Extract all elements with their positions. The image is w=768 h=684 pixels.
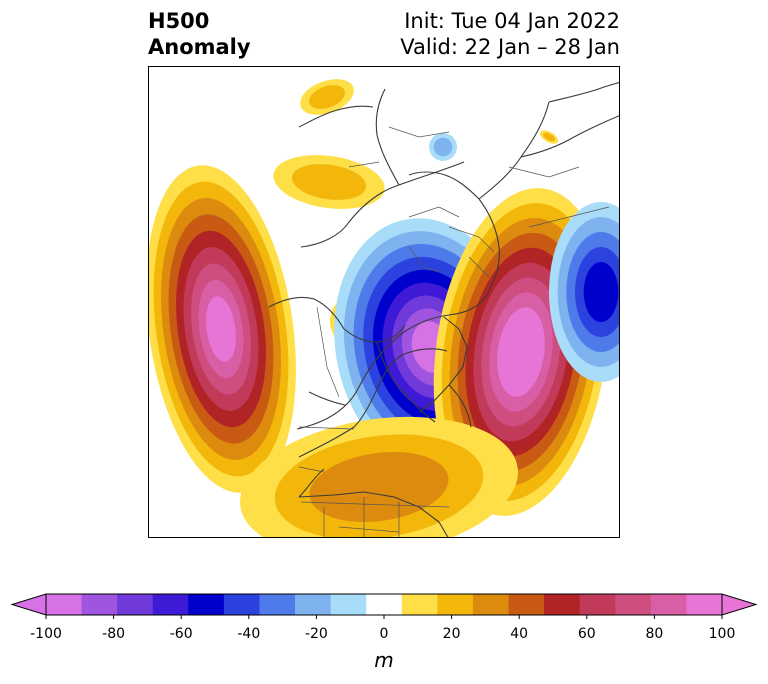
anomaly-contour-fill <box>291 164 367 200</box>
colorbar-extend-high <box>721 593 758 616</box>
colorbar-tick-label: -100 <box>30 626 62 642</box>
colorbar-cell <box>472 594 510 615</box>
anomaly-contour-fill <box>309 85 345 109</box>
colorbar-cell <box>615 594 652 615</box>
colorbar-cell <box>366 594 403 615</box>
negative-anomaly-region <box>429 133 457 161</box>
title-init-date: Init: Tue 04 Jan 2022 <box>404 9 620 33</box>
colorbar-cell <box>152 594 189 615</box>
colorbar-cell <box>437 594 474 615</box>
colorbar-cell <box>223 594 260 615</box>
colorbar-cell <box>508 594 545 615</box>
positive-anomaly-region <box>539 130 559 144</box>
negative-anomaly-region <box>549 202 619 382</box>
colorbar-tick-label: 20 <box>442 626 461 642</box>
colorbar-cell <box>579 594 616 615</box>
anomaly-contour-fill <box>505 322 537 382</box>
colorbar-cell <box>295 594 332 615</box>
colorbar-cell <box>117 594 154 615</box>
chart-title-right: Init: Tue 04 Jan 2022 Valid: 22 Jan – 28… <box>400 8 620 60</box>
colorbar-cell <box>46 594 83 615</box>
colorbar-tick-label: 0 <box>379 626 389 642</box>
colorbar-tick-label: 40 <box>510 626 529 642</box>
political-borders-layer <box>298 126 610 537</box>
map-svg <box>149 79 619 537</box>
colorbar-tick-label: -20 <box>304 626 328 642</box>
colorbar-cell <box>259 594 296 615</box>
colorbar-tick-label: -60 <box>169 626 193 642</box>
anomaly-contour-fill <box>583 262 619 322</box>
positive-anomaly-region <box>273 155 385 209</box>
colorbar <box>10 593 758 619</box>
colorbar-cell <box>686 594 723 615</box>
anomaly-fill-layer <box>149 79 619 537</box>
colorbar-tick-label: 80 <box>645 626 664 642</box>
title-valid-range: Valid: 22 Jan – 28 Jan <box>400 35 620 59</box>
colorbar-cell <box>544 594 581 615</box>
colorbar-unit-label: m <box>374 648 394 672</box>
colorbar-cell <box>188 594 225 615</box>
colorbar-extend-low <box>10 593 47 616</box>
colorbar-tick-label: 100 <box>708 626 736 642</box>
colorbar-cell <box>330 594 367 615</box>
anomaly-contour-fill <box>433 137 453 157</box>
colorbar-tick-label: 60 <box>577 626 596 642</box>
title-type: Anomaly <box>148 35 251 59</box>
colorbar-tick-label: -80 <box>102 626 126 642</box>
anomaly-contour-fill <box>542 132 556 142</box>
chart-title-left: H500 Anomaly <box>148 8 251 60</box>
colorbar-cell <box>81 594 118 615</box>
anomaly-map <box>148 66 620 538</box>
colorbar-cell <box>401 594 438 615</box>
positive-anomaly-region <box>149 165 296 493</box>
colorbar-tick-label: -40 <box>237 626 261 642</box>
colorbar-cell <box>650 594 687 615</box>
anomaly-contour-fill <box>206 296 236 362</box>
title-variable: H500 <box>148 9 210 33</box>
coastline-layer <box>268 82 619 537</box>
positive-anomaly-region <box>300 79 354 115</box>
